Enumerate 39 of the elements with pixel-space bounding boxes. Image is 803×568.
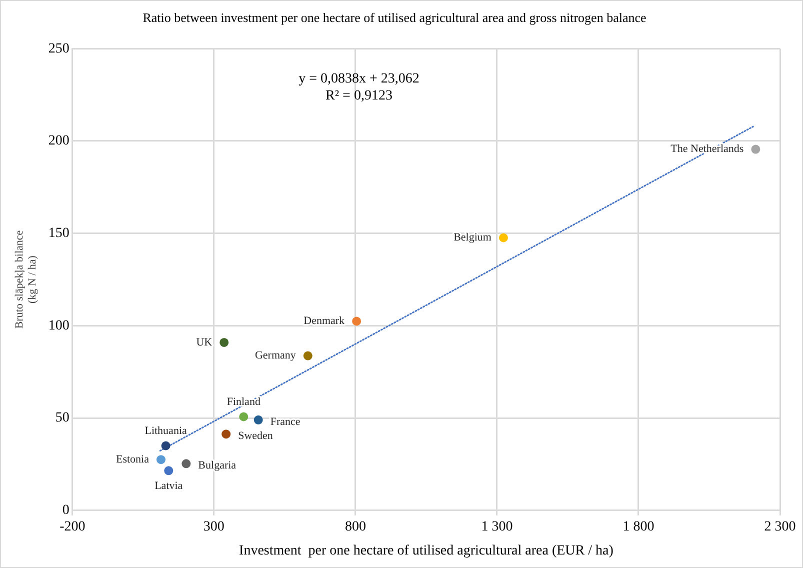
chart-title: Ratio between investment per one hectare of utilised agricultural area and gross nitrogen balance xyxy=(142,10,646,26)
series-label: Sweden xyxy=(238,430,274,442)
series-label: Bulgaria xyxy=(198,460,236,472)
point xyxy=(239,412,248,422)
y-tick-label: 100 xyxy=(48,318,70,334)
series-label: Latvia xyxy=(154,480,183,492)
series-label: UK xyxy=(196,336,212,348)
point xyxy=(352,316,362,326)
x-tick-label: 2 300 xyxy=(764,519,796,534)
x-tick-label: 300 xyxy=(203,519,224,534)
point xyxy=(254,415,263,424)
y-tick-label: 250 xyxy=(48,41,70,56)
point xyxy=(220,338,229,347)
y-tick-label: 150 xyxy=(48,226,70,241)
series-label: Denmark xyxy=(304,315,346,328)
annotation: R² = 0,9123 xyxy=(326,88,392,104)
y-tick-label: 50 xyxy=(55,410,70,426)
point xyxy=(303,351,312,360)
point xyxy=(161,441,170,450)
x-axis-title: Investment per one hectare of utilised agricultural area (EUR / ha) xyxy=(239,543,614,558)
y-tick-label: 200 xyxy=(48,134,70,149)
point xyxy=(222,430,231,439)
series-label: France xyxy=(270,416,300,428)
x-tick-label: 1 800 xyxy=(622,519,654,534)
y-axis-title: Bruto slāpekļa bilance (kg N / ha) xyxy=(13,230,39,329)
series-label: Estonia xyxy=(116,453,150,466)
point xyxy=(156,455,166,464)
point xyxy=(498,233,508,242)
series-label: Germany xyxy=(254,350,296,362)
point xyxy=(751,144,760,154)
x-tick-label: 1 300 xyxy=(481,519,513,534)
point xyxy=(164,466,174,476)
annotation: y = 0,0838x + 23,062 xyxy=(298,71,420,86)
x-tick-label: 800 xyxy=(344,519,366,534)
series-label: Belgium xyxy=(454,232,492,244)
point xyxy=(182,459,191,468)
x-tick-label: -200 xyxy=(60,519,86,534)
y-tick-label: 0 xyxy=(62,503,70,518)
series-label: Lithuania xyxy=(144,425,187,438)
